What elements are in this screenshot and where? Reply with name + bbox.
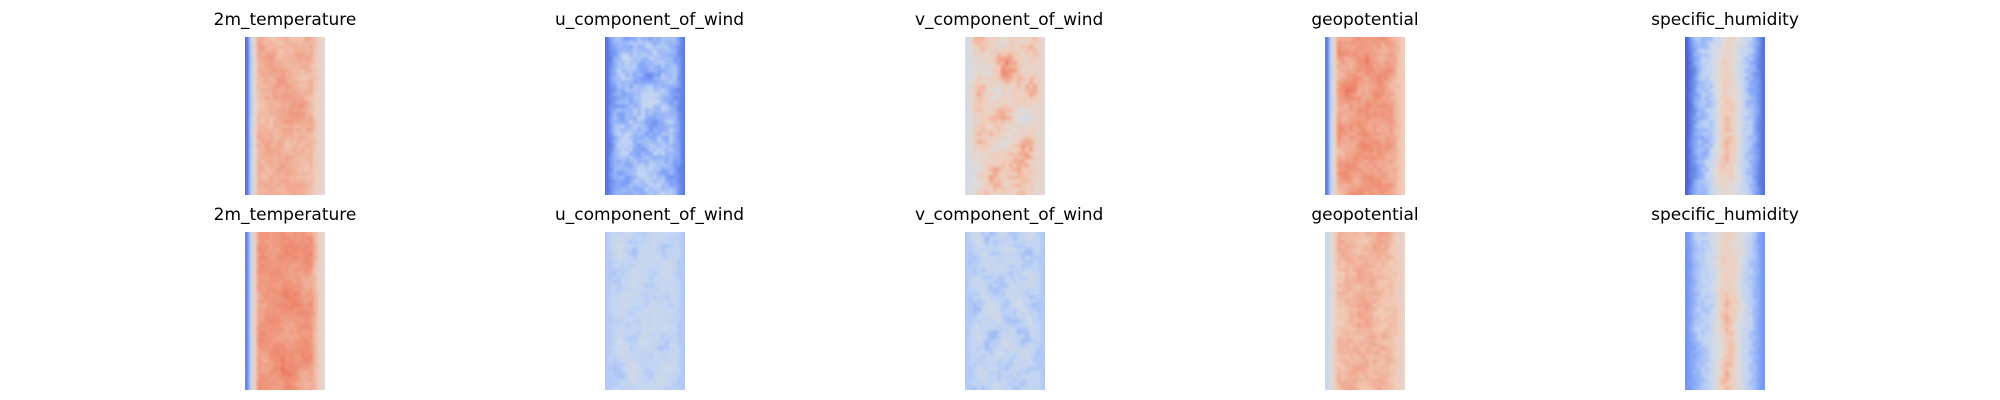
panel-title: specific_humidity [1651, 205, 1799, 225]
heatmap-field [605, 232, 685, 390]
heatmap-field [245, 232, 325, 390]
heatmap-field [245, 37, 325, 195]
panel-title: u_component_of_wind [555, 10, 745, 30]
panel-title: 2m_temperature [213, 10, 357, 30]
panel-title: u_component_of_wind [555, 205, 745, 225]
heatmap-field [605, 37, 685, 195]
heatmap-field [1325, 232, 1405, 390]
panel-title: geopotential [1311, 205, 1419, 225]
panel-title: 2m_temperature [213, 205, 357, 225]
heatmap-field [965, 232, 1045, 390]
panel-title: specific_humidity [1651, 10, 1799, 30]
heatmap-field [1325, 37, 1405, 195]
heatmap-field [1685, 232, 1765, 390]
panel-title: v_component_of_wind [915, 10, 1104, 30]
panel-title: geopotential [1311, 10, 1419, 30]
panel-title: v_component_of_wind [915, 205, 1104, 225]
heatmap-field [1685, 37, 1765, 195]
heatmap-field [965, 37, 1045, 195]
